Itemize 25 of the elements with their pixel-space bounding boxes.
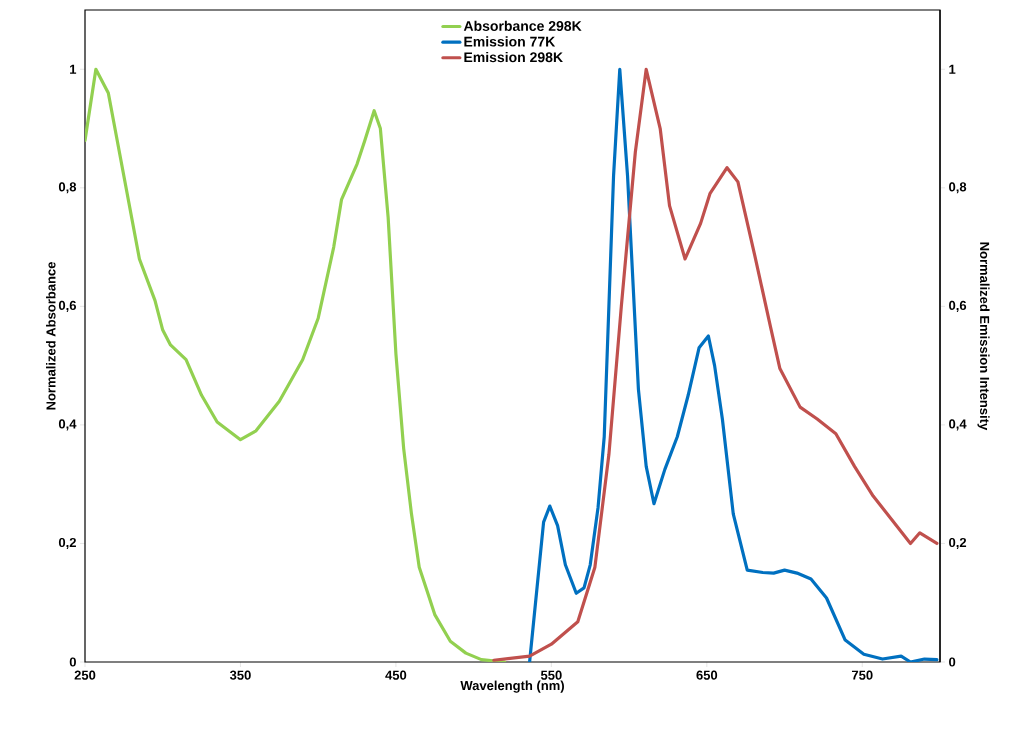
y-tick-label: 1 (70, 64, 77, 74)
x-tick-label: 750 (851, 670, 873, 680)
y2-tick-label: 0,6 (949, 300, 967, 312)
y-tick-label: 0 (69, 657, 76, 667)
x-tick-label: 650 (696, 670, 718, 680)
x-tick-label: 250 (74, 670, 96, 680)
y2-tick-label: 0,8 (949, 182, 967, 194)
legend-label: Emission 77K (464, 36, 556, 47)
line-series (85, 67, 507, 662)
y-tick-label: 0,8 (58, 182, 77, 194)
y-tick-label: 0,6 (58, 300, 77, 312)
x-tick-label: 350 (229, 670, 251, 680)
y-tick-label: 0,4 (58, 419, 77, 431)
y-axis-title: Normalized Absorbance (46, 262, 56, 410)
x-axis-title: Wavelength (nm) (460, 680, 564, 693)
legend-label: Emission 298K (464, 51, 563, 63)
y2-tick-label: 0,2 (949, 537, 967, 549)
y2-tick-label: 0,4 (949, 419, 967, 431)
legend-label: Absorbance 298K (463, 20, 582, 31)
y-tick-label: 0,2 (58, 537, 76, 549)
x-tick-label: 550 (540, 670, 562, 680)
x-tick-label: 450 (385, 670, 407, 680)
y2-tick-label: 0 (949, 657, 956, 667)
y2-tick-label: 1 (949, 64, 956, 74)
y2-axis-title: Normalized Emission Intensity (977, 242, 990, 431)
